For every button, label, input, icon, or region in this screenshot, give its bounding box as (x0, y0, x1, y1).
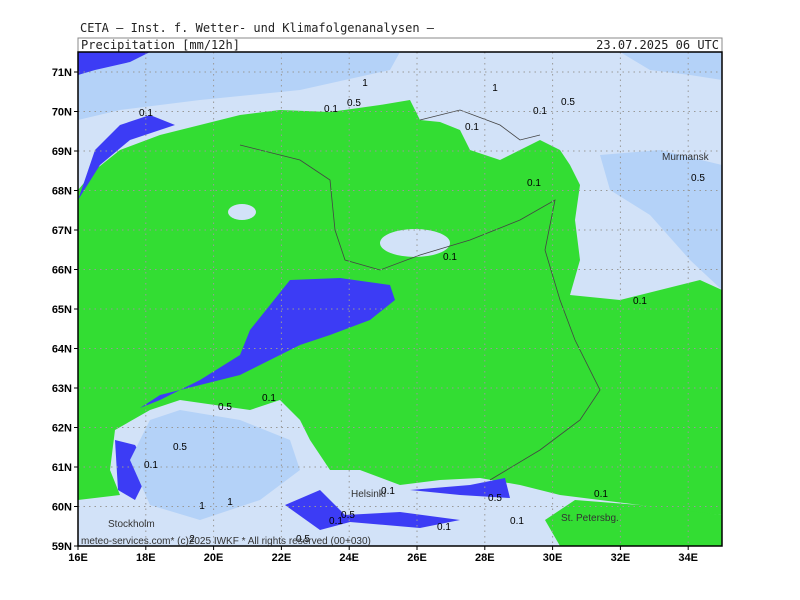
frame (77, 51, 723, 547)
contour-label: 0.5 (218, 402, 232, 413)
contour-label: 0.1 (527, 178, 541, 189)
border (419, 109, 541, 141)
lon-label: 24E (339, 552, 359, 564)
lat-label: 64N (52, 344, 72, 356)
contour-label: 1 (492, 83, 498, 94)
lon-label: 28E (475, 552, 495, 564)
contour-label: 0.1 (324, 104, 338, 115)
lon-label: 26E (407, 552, 427, 564)
contour-label: 0.1 (262, 393, 276, 404)
lon-label: 22E (272, 552, 292, 564)
contour-label: 0.1 (381, 486, 395, 497)
institute: CETA – Inst. f. Wetter- und Klimafolgena… (80, 21, 435, 35)
lon-label: 34E (678, 552, 698, 564)
contour-label: 0.5 (691, 173, 705, 184)
band-light (620, 52, 722, 80)
contour-label: 0.1 (437, 522, 451, 533)
dry-patch (228, 204, 256, 220)
contour-label: 0.1 (633, 296, 647, 307)
rain-heavy (285, 490, 460, 530)
contour-label: 0.5 (561, 97, 575, 108)
dry-patch (380, 229, 450, 257)
rain-light-zone (78, 100, 722, 515)
title: Precipitation [mm/12h] (81, 38, 240, 52)
lat-label: 59N (52, 541, 72, 553)
credit: meteo-services.com* (c)2025 IWKF * All r… (81, 536, 371, 547)
contour-label: 1 (199, 501, 205, 512)
lon-label: 32E (611, 552, 631, 564)
city-label: Helsinki (351, 489, 386, 500)
city-label: St. Petersbg. (561, 513, 619, 524)
rain-heavy (140, 278, 395, 408)
contour-label: 0.1 (510, 516, 524, 527)
contour-label: 1 (227, 497, 233, 508)
contour-label: 0.5 (296, 534, 310, 545)
lat-label: 66N (52, 265, 72, 277)
lat-label: 71N (52, 67, 72, 79)
city-label: Stockholm (108, 519, 155, 530)
valid-time: 23.07.2025 06 UTC (596, 38, 719, 52)
contour-label: 0.5 (173, 442, 187, 453)
lat-label: 62N (52, 423, 72, 435)
lat-label: 63N (52, 383, 72, 395)
band-light (78, 52, 400, 120)
lat-label: 70N (52, 107, 72, 119)
lon-label: 30E (543, 552, 563, 564)
contour-label: 0.1 (139, 108, 153, 119)
contour-label: 0.5 (341, 510, 355, 521)
rain-light-zone (545, 500, 722, 546)
contour-label: 0.1 (443, 252, 457, 263)
lon-label: 16E (68, 552, 88, 564)
lat-label: 67N (52, 225, 72, 237)
lat-label: 60N (52, 502, 72, 514)
contour-label: 0.1 (594, 489, 608, 500)
lat-label: 69N (52, 146, 72, 158)
contour-label: 0.5 (488, 493, 502, 504)
lat-label: 68N (52, 186, 72, 198)
contour-label: 0.1 (533, 106, 547, 117)
lon-label: 18E (136, 552, 156, 564)
lon-label: 20E (204, 552, 224, 564)
dry-patch (318, 479, 342, 491)
band-light (600, 150, 722, 290)
lat-label: 65N (52, 304, 72, 316)
contour-label: 0.1 (329, 516, 343, 527)
rain-heavy (78, 52, 150, 75)
map-area (78, 52, 722, 546)
city-label: Murmansk (662, 152, 710, 163)
band-light (130, 410, 300, 520)
rain-heavy (78, 115, 175, 200)
contour-label: 1 (362, 78, 368, 89)
lat-label: 61N (52, 462, 72, 474)
border (239, 144, 601, 481)
contour-label: 2 (189, 534, 195, 545)
contour-label: 0.5 (347, 98, 361, 109)
contour-label: 0.1 (465, 122, 479, 133)
contour-label: 0.1 (144, 460, 158, 471)
